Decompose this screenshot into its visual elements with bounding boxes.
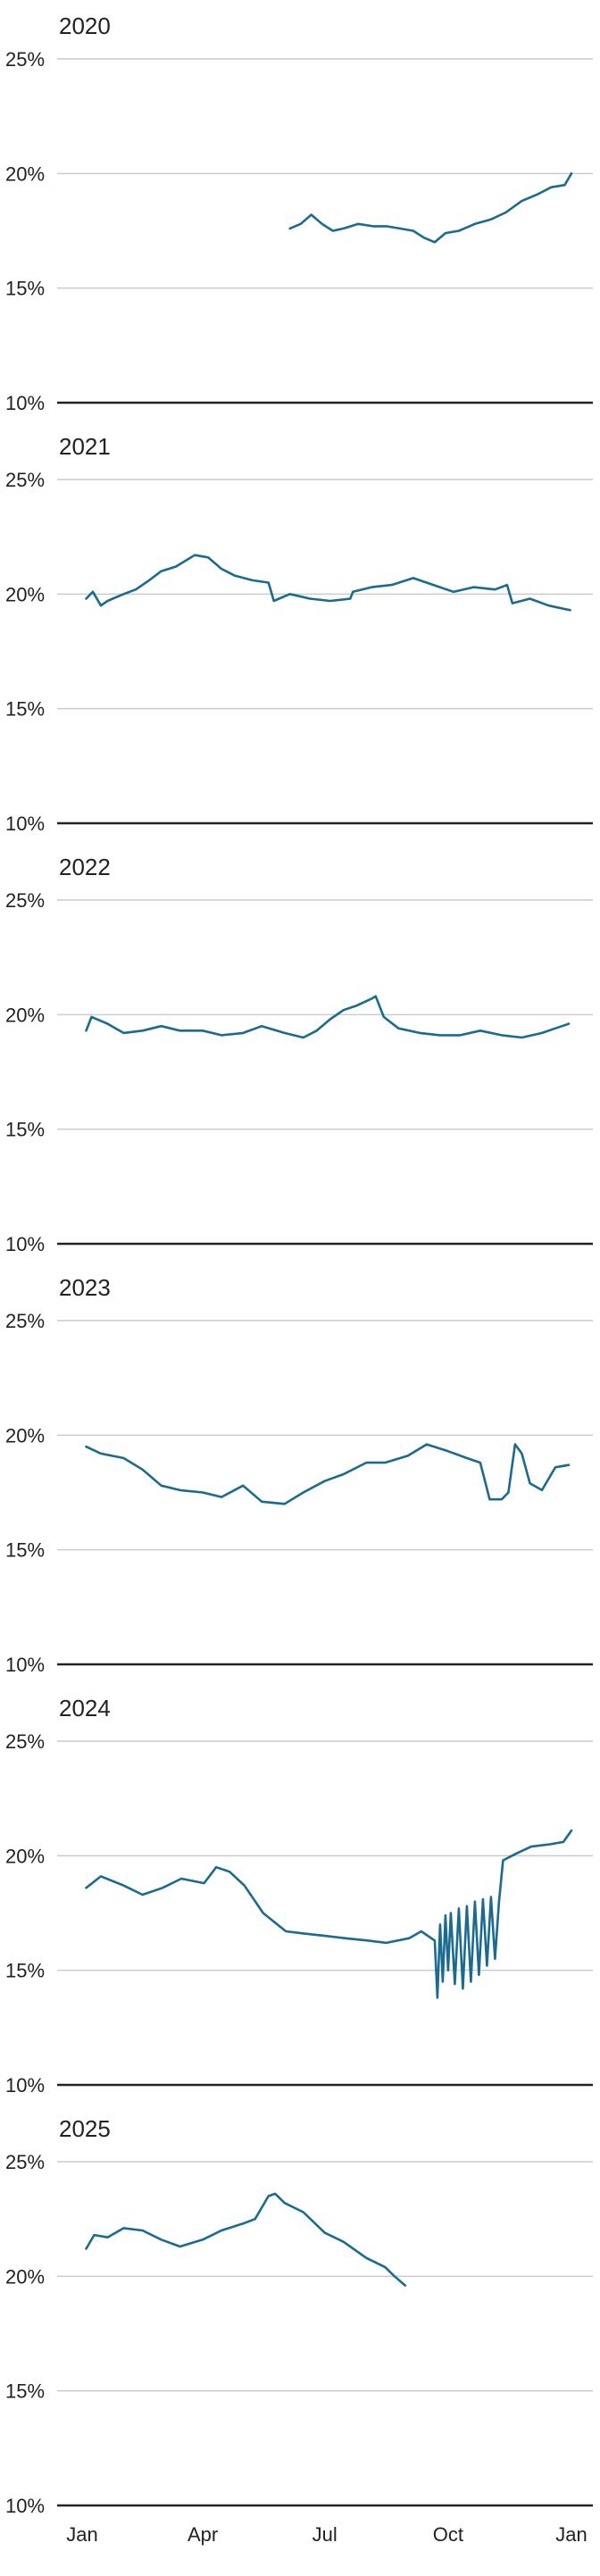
y-tick-label: 20% [5,1845,45,1867]
y-tick-label: 10% [5,813,45,835]
y-tick-label: 20% [5,1424,45,1446]
x-tick-label: Oct [433,2523,463,2546]
x-tick-label: Jul [312,2523,338,2546]
series-line [85,554,571,612]
panel-title: 2021 [59,433,111,460]
y-tick-label: 20% [5,1004,45,1026]
y-tick-label: 15% [5,1539,45,1562]
panel-title: 2023 [59,1274,111,1301]
y-tick-label: 15% [5,2380,45,2403]
series-line [85,1443,571,1505]
y-tick-label: 25% [5,2151,45,2173]
y-tick-label: 10% [5,1654,45,1676]
y-tick-label: 15% [5,1960,45,1982]
y-tick-label: 10% [5,2495,45,2517]
x-tick-label: Jan [555,2523,587,2546]
y-tick-label: 25% [5,1730,45,1753]
y-tick-label: 10% [5,1233,45,1255]
y-tick-label: 20% [5,163,45,185]
y-tick-label: 25% [5,1310,45,1332]
x-tick-label: Apr [188,2523,218,2546]
y-tick-label: 10% [5,392,45,414]
y-tick-label: 20% [5,583,45,605]
y-tick-label: 15% [5,1119,45,1141]
series-line [288,172,573,244]
y-tick-label: 15% [5,278,45,300]
panel-title: 2024 [59,1695,111,1722]
panel-title: 2025 [59,2115,111,2142]
series-line [85,1829,573,1999]
series-line [85,2192,407,2287]
y-tick-label: 20% [5,2265,45,2288]
y-tick-label: 10% [5,2074,45,2097]
series-line [85,995,571,1039]
panel-title: 2020 [59,13,111,39]
y-tick-label: 25% [5,889,45,912]
y-tick-label: 25% [5,48,45,71]
x-tick-label: Jan [66,2523,97,2546]
y-tick-label: 15% [5,698,45,721]
y-tick-label: 25% [5,469,45,491]
panel-title: 2022 [59,854,111,880]
